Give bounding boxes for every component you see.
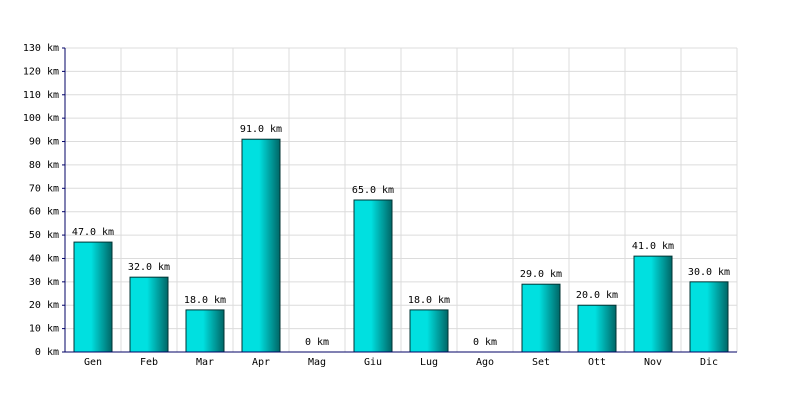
y-tick-label: 50 km (29, 230, 59, 241)
value-label: 18.0 km (184, 295, 226, 306)
x-tick-label: Set (532, 357, 550, 368)
y-tick-label: 10 km (29, 324, 59, 335)
x-tick-label: Nov (644, 357, 662, 368)
y-tick-label: 70 km (29, 183, 59, 194)
value-label: 0 km (473, 337, 497, 348)
x-tick-label: Gen (84, 357, 102, 368)
x-tick-label: Ago (476, 357, 494, 368)
value-label: 47.0 km (72, 227, 114, 238)
x-tick-label: Lug (420, 357, 438, 368)
y-tick-label: 100 km (23, 113, 59, 124)
y-tick-label: 80 km (29, 160, 59, 171)
y-tick-label: 90 km (29, 137, 59, 148)
bar (409, 309, 449, 353)
x-tick-label: Dic (700, 357, 718, 368)
x-tick-label: Feb (140, 357, 158, 368)
x-tick-label: Giu (364, 357, 382, 368)
y-tick-label: 130 km (23, 43, 59, 54)
bar (353, 199, 393, 353)
x-tick-label: Apr (252, 357, 270, 368)
value-label: 32.0 km (128, 262, 170, 273)
x-tick-label: Ott (588, 357, 606, 368)
bar (241, 138, 281, 353)
y-tick-label: 30 km (29, 277, 59, 288)
bar (73, 241, 113, 353)
bar (689, 281, 729, 353)
y-tick-label: 120 km (23, 66, 59, 77)
y-tick-label: 40 km (29, 253, 59, 264)
y-tick-label: 0 km (35, 347, 59, 358)
value-label: 20.0 km (576, 290, 618, 301)
bar (633, 255, 673, 353)
bar (577, 304, 617, 353)
value-label: 65.0 km (352, 185, 394, 196)
value-label: 41.0 km (632, 241, 674, 252)
value-label: 30.0 km (688, 267, 730, 278)
y-tick-label: 110 km (23, 90, 59, 101)
value-label: 18.0 km (408, 295, 450, 306)
value-label: 0 km (305, 337, 329, 348)
x-tick-label: Mar (196, 357, 214, 368)
bar (129, 276, 169, 353)
bar (185, 309, 225, 353)
value-label: 29.0 km (520, 269, 562, 280)
value-label: 91.0 km (240, 124, 282, 135)
y-tick-label: 20 km (29, 300, 59, 311)
x-tick-label: Mag (308, 357, 326, 368)
bar (521, 283, 561, 353)
y-tick-label: 60 km (29, 207, 59, 218)
